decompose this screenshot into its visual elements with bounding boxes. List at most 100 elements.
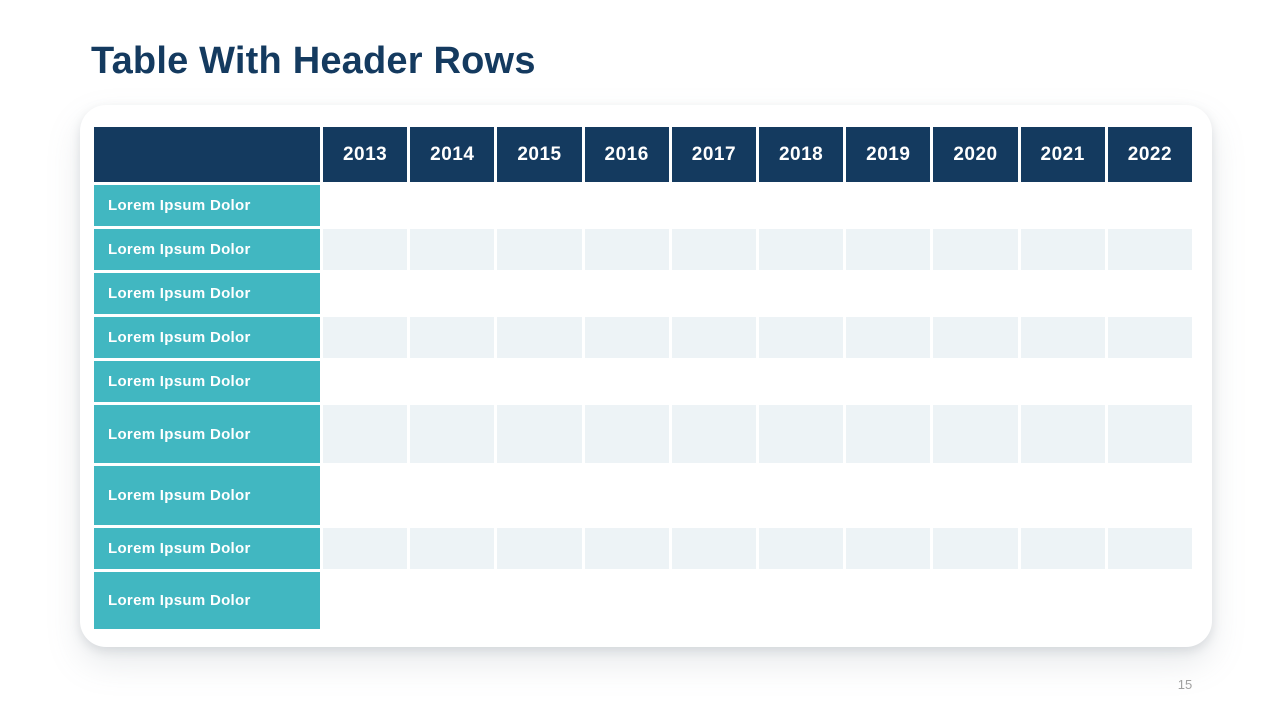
data-cell: [671, 361, 756, 402]
data-cell: [497, 572, 582, 629]
data-cell: [846, 273, 931, 314]
data-cell: [497, 405, 582, 463]
data-cell: [410, 405, 495, 463]
data-cell: [410, 466, 495, 525]
table-card: 2013 2014 2015 2016 2017 2018 2019 2020 …: [80, 105, 1212, 647]
header-year-2018: 2018: [758, 127, 844, 182]
header-year-2021: 2021: [1020, 127, 1105, 182]
data-cell: [410, 572, 495, 629]
data-cell: [758, 405, 844, 463]
data-cell: [497, 466, 582, 525]
data-cell: [758, 572, 844, 629]
data-cell: [497, 528, 582, 569]
row-label: Lorem Ipsum Dolor: [94, 405, 320, 463]
data-cell: [1107, 466, 1192, 525]
table-row: Lorem Ipsum Dolor: [94, 229, 1192, 270]
data-cell: [323, 572, 408, 629]
data-cell: [1107, 361, 1192, 402]
data-cell: [933, 466, 1018, 525]
data-cell: [410, 361, 495, 402]
data-cell: [1020, 317, 1105, 358]
data-cell: [410, 317, 495, 358]
header-rows-table: 2013 2014 2015 2016 2017 2018 2019 2020 …: [94, 127, 1192, 629]
row-label: Lorem Ipsum Dolor: [94, 466, 320, 525]
header-year-2017: 2017: [671, 127, 756, 182]
data-cell: [323, 229, 408, 270]
data-cell: [584, 466, 669, 525]
data-cell: [933, 185, 1018, 226]
data-cell: [323, 466, 408, 525]
data-cell: [323, 528, 408, 569]
header-year-2015: 2015: [497, 127, 582, 182]
data-cell: [671, 572, 756, 629]
table-row: Lorem Ipsum Dolor: [94, 317, 1192, 358]
data-cell: [584, 405, 669, 463]
data-cell: [1107, 185, 1192, 226]
table-row: Lorem Ipsum Dolor: [94, 361, 1192, 402]
data-cell: [410, 528, 495, 569]
row-label: Lorem Ipsum Dolor: [94, 528, 320, 569]
data-cell: [671, 528, 756, 569]
data-cell: [584, 361, 669, 402]
data-cell: [758, 466, 844, 525]
row-label: Lorem Ipsum Dolor: [94, 361, 320, 402]
data-cell: [846, 361, 931, 402]
data-cell: [1020, 466, 1105, 525]
header-year-2020: 2020: [933, 127, 1018, 182]
data-cell: [323, 273, 408, 314]
data-cell: [323, 317, 408, 358]
table-row: Lorem Ipsum Dolor: [94, 572, 1192, 629]
data-cell: [758, 185, 844, 226]
data-cell: [933, 572, 1018, 629]
page-number: 15: [1177, 677, 1193, 692]
table-row: Lorem Ipsum Dolor: [94, 466, 1192, 525]
data-cell: [497, 185, 582, 226]
data-cell: [671, 273, 756, 314]
data-cell: [671, 466, 756, 525]
data-cell: [497, 273, 582, 314]
data-cell: [846, 466, 931, 525]
data-cell: [584, 229, 669, 270]
data-cell: [584, 572, 669, 629]
table-row: Lorem Ipsum Dolor: [94, 273, 1192, 314]
data-cell: [497, 229, 582, 270]
data-cell: [1107, 572, 1192, 629]
page-title: Table With Header Rows: [91, 40, 536, 82]
data-cell: [1020, 572, 1105, 629]
data-cell: [584, 317, 669, 358]
data-cell: [1107, 229, 1192, 270]
data-cell: [758, 528, 844, 569]
data-cell: [1107, 528, 1192, 569]
header-year-2014: 2014: [410, 127, 495, 182]
row-label: Lorem Ipsum Dolor: [94, 572, 320, 629]
data-cell: [758, 273, 844, 314]
table-row: Lorem Ipsum Dolor: [94, 405, 1192, 463]
data-cell: [584, 273, 669, 314]
data-cell: [584, 528, 669, 569]
data-cell: [410, 273, 495, 314]
data-cell: [1020, 273, 1105, 314]
data-cell: [933, 528, 1018, 569]
data-cell: [1020, 185, 1105, 226]
data-cell: [410, 229, 495, 270]
data-cell: [410, 185, 495, 226]
header-year-2022: 2022: [1107, 127, 1192, 182]
data-cell: [1020, 229, 1105, 270]
data-cell: [671, 405, 756, 463]
data-cell: [933, 405, 1018, 463]
header-year-2016: 2016: [584, 127, 669, 182]
data-cell: [758, 317, 844, 358]
data-cell: [846, 528, 931, 569]
data-cell: [933, 317, 1018, 358]
data-cell: [323, 185, 408, 226]
table-row: Lorem Ipsum Dolor: [94, 185, 1192, 226]
header-year-2019: 2019: [846, 127, 931, 182]
data-cell: [323, 405, 408, 463]
row-label: Lorem Ipsum Dolor: [94, 229, 320, 270]
data-cell: [933, 229, 1018, 270]
data-cell: [671, 229, 756, 270]
data-cell: [758, 361, 844, 402]
header-corner-cell: [94, 127, 320, 182]
data-cell: [846, 185, 931, 226]
table-header-row: 2013 2014 2015 2016 2017 2018 2019 2020 …: [94, 127, 1192, 182]
